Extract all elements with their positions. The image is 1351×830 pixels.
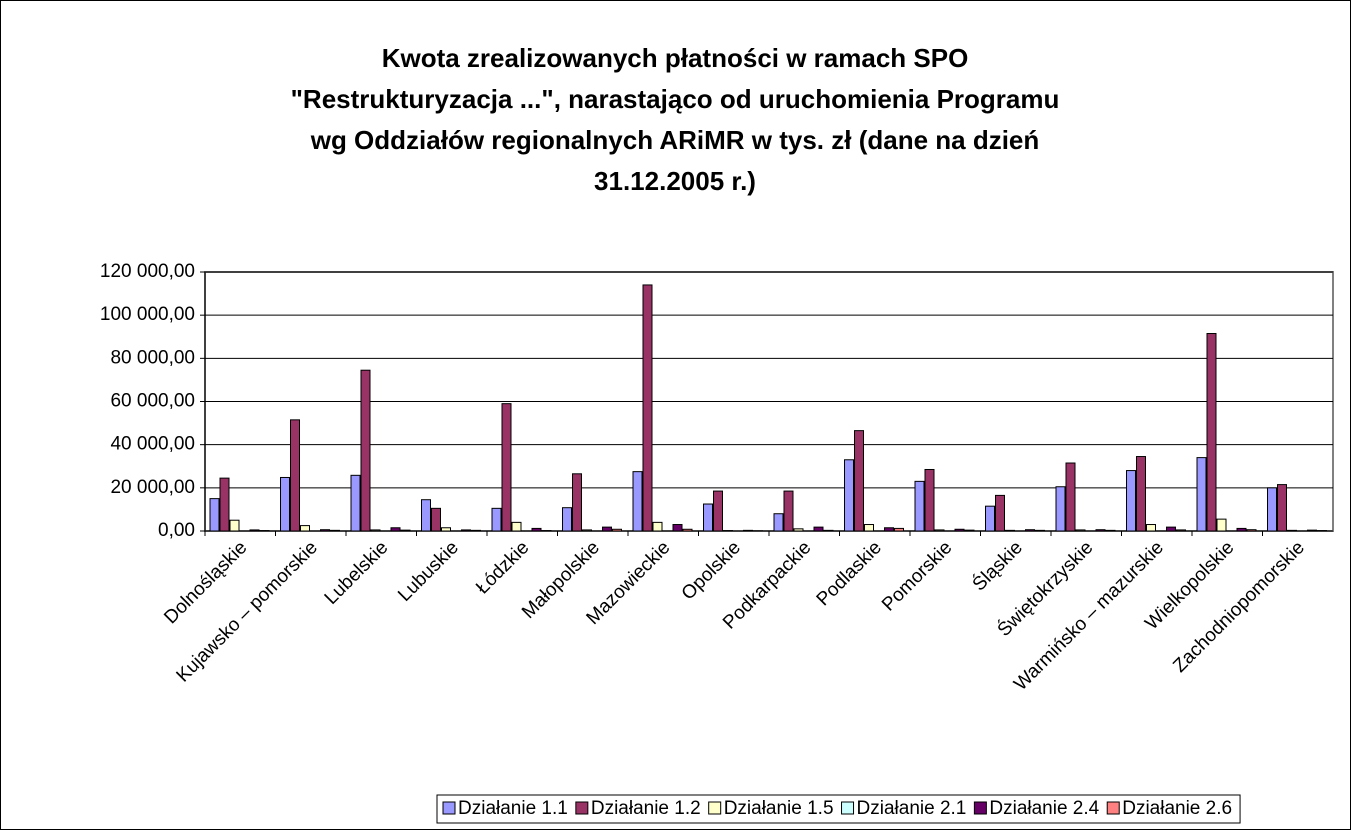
bar — [501, 403, 512, 532]
bar — [1267, 487, 1277, 532]
chart-title: Kwota zrealizowanych płatności w ramach … — [382, 43, 969, 73]
bar — [924, 468, 935, 532]
bar — [642, 284, 653, 532]
legend-label: Działanie 2.4 — [989, 798, 1099, 819]
legend-label: Działanie 2.1 — [857, 798, 967, 819]
bar — [1126, 470, 1136, 532]
y-tick-label: 40 000,00 — [110, 434, 195, 455]
bar — [713, 490, 723, 532]
legend-label: Działanie 1.2 — [591, 798, 701, 819]
bar — [854, 430, 864, 532]
bar — [773, 513, 784, 532]
bar — [209, 498, 220, 532]
bar — [300, 525, 310, 532]
bar — [1277, 484, 1287, 532]
legend-swatch — [1106, 801, 1120, 815]
legend-swatch — [575, 801, 589, 815]
bar — [652, 521, 663, 532]
bar — [1065, 462, 1076, 532]
bar — [1136, 456, 1146, 532]
legend-swatch — [973, 801, 987, 815]
bar — [431, 507, 441, 532]
y-tick-label: 100 000,00 — [100, 304, 195, 325]
bar — [783, 490, 794, 532]
bar — [1055, 486, 1066, 532]
bar — [844, 459, 854, 532]
legend-swatch — [708, 801, 722, 815]
bar — [1206, 333, 1217, 532]
y-tick-label: 120 000,00 — [100, 261, 195, 282]
bar — [280, 476, 290, 532]
bar — [1146, 524, 1156, 532]
y-tick-label: 60 000,00 — [110, 391, 195, 412]
bar — [229, 519, 240, 532]
legend-swatch — [442, 801, 456, 815]
bar — [1216, 518, 1227, 532]
legend-label: Działanie 2.6 — [1122, 798, 1232, 819]
legend: Działanie 1.1 Działanie 1.2 Działanie 1.5 D… — [436, 794, 1241, 824]
y-tick-label: 20 000,00 — [110, 477, 195, 498]
legend-label: Działanie 1.1 — [458, 798, 568, 819]
bar — [703, 503, 713, 532]
chart-title: 31.12.2005 r.) — [594, 166, 756, 196]
bar — [350, 474, 361, 532]
legend-swatch — [841, 801, 855, 815]
y-tick-label: 0,00 — [158, 520, 195, 541]
bar — [421, 499, 431, 532]
bar — [672, 524, 683, 532]
y-tick-label: 80 000,00 — [110, 347, 195, 368]
bar — [219, 477, 230, 532]
bar — [985, 505, 995, 532]
bar — [813, 526, 824, 532]
bar — [572, 473, 582, 532]
legend-box — [436, 794, 1241, 824]
bar — [602, 526, 612, 532]
bar — [995, 494, 1005, 532]
bar — [290, 419, 300, 532]
bar — [1196, 457, 1207, 532]
chart-title: wg Oddziałów regionalnych ARiMR w tys. z… — [310, 125, 1040, 155]
bar — [1166, 526, 1176, 532]
bar — [864, 524, 874, 532]
bar — [562, 507, 572, 532]
chart-title: "Restrukturyzacja ...", narastająco od u… — [291, 84, 1060, 114]
bar — [632, 471, 643, 532]
bar — [511, 521, 522, 532]
bar — [491, 507, 502, 532]
bar — [914, 480, 925, 532]
legend-label: Działanie 1.5 — [724, 798, 834, 819]
bar — [360, 369, 371, 532]
